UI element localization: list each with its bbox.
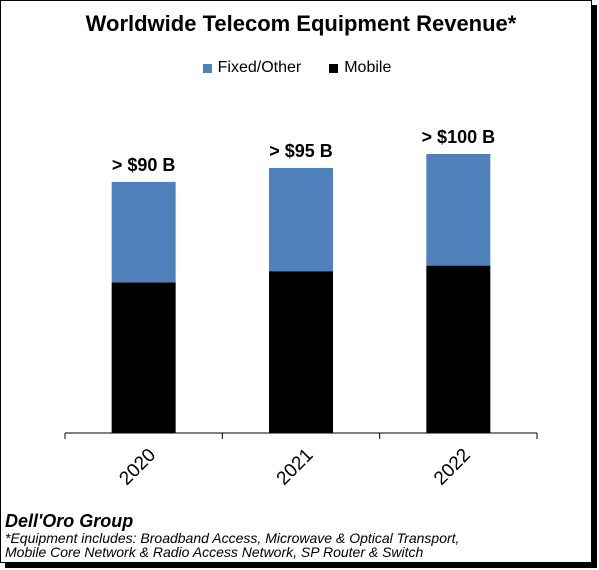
bar-mobile-2022 xyxy=(426,265,491,433)
chart-title: Worldwide Telecom Equipment Revenue* xyxy=(85,11,517,36)
chart-plot: > $90 B 2020 > $95 B 2021 > $100 B 2022 xyxy=(64,127,538,490)
chart-frame: Worldwide Telecom Equipment Revenue* Fix… xyxy=(0,0,592,563)
legend-swatch-mobile xyxy=(329,63,339,73)
x-tick-label-2020: 2020 xyxy=(115,445,160,490)
legend-label-mobile: Mobile xyxy=(344,59,392,76)
legend-swatch-fixed-other xyxy=(202,63,212,73)
data-label-2021: > $95 B xyxy=(269,141,333,161)
footnote: *Equipment includes: Broadband Access, M… xyxy=(5,531,590,559)
legend: Fixed/Other Mobile xyxy=(1,59,593,77)
x-tick-label-2021: 2021 xyxy=(273,445,318,490)
footnote-line-1: *Equipment includes: Broadband Access, M… xyxy=(5,530,460,546)
x-tick-label-2022: 2022 xyxy=(430,445,475,490)
footnote-line-2: Mobile Core Network & Radio Access Netwo… xyxy=(5,544,424,560)
bar-fixed-other-2020 xyxy=(111,181,176,283)
legend-item-mobile: Mobile xyxy=(329,59,391,77)
source-label: Dell'Oro Group xyxy=(5,511,134,531)
legend-label-fixed-other: Fixed/Other xyxy=(217,59,302,76)
legend-item-fixed-other: Fixed/Other xyxy=(202,59,302,77)
bar-mobile-2020 xyxy=(111,282,176,433)
data-label-2020: > $90 B xyxy=(112,155,176,175)
bar-fixed-other-2021 xyxy=(269,167,333,272)
bar-fixed-other-2022 xyxy=(426,154,491,266)
data-label-2022: > $100 B xyxy=(422,127,496,147)
bar-mobile-2021 xyxy=(269,271,333,433)
